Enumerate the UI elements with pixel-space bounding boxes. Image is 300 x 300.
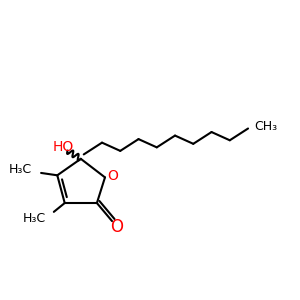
Text: CH₃: CH₃ [254,120,278,133]
Text: O: O [107,169,118,183]
Text: HO: HO [52,140,74,154]
Text: O: O [110,218,123,236]
Text: H₃C: H₃C [8,163,32,176]
Text: H₃C: H₃C [22,212,46,225]
